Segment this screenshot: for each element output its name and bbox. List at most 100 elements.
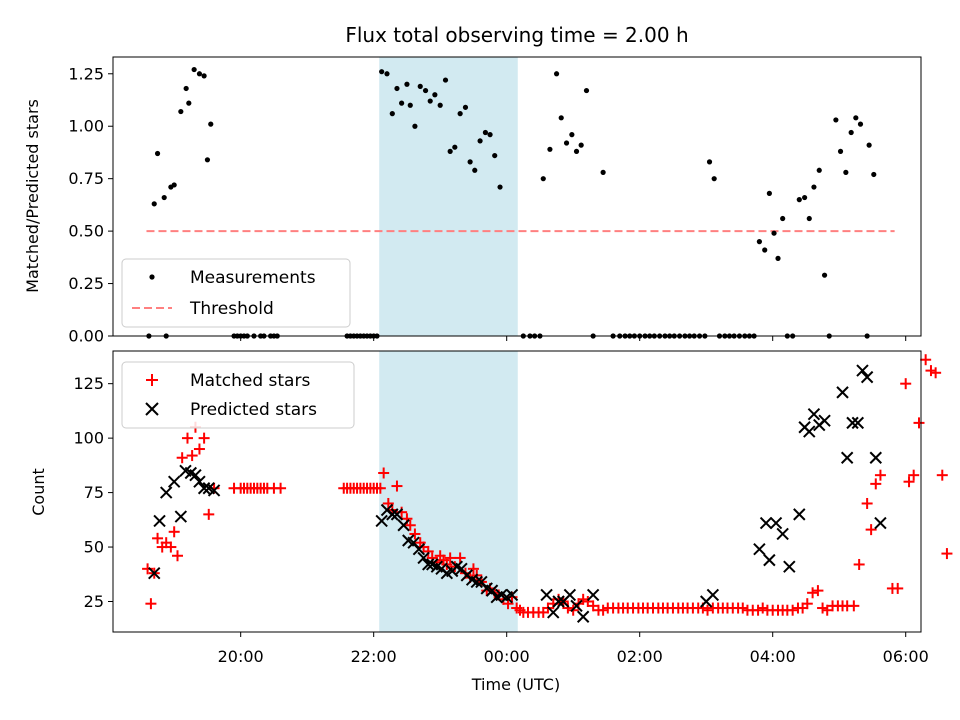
measurement-point (404, 81, 410, 87)
measurement-point (766, 190, 772, 196)
bottom-x-tick-label: 20:00 (218, 647, 264, 666)
predicted-star-point (174, 510, 188, 523)
measurement-point (417, 83, 423, 89)
predicted-stars-points (148, 364, 887, 623)
predicted-star-point (505, 588, 519, 602)
matched-star-point (152, 532, 164, 544)
measurement-point (467, 159, 473, 165)
predicted-star-point (159, 486, 173, 499)
bottom-x-axis-label: Time (UTC) (471, 675, 560, 694)
measurement-point (762, 247, 768, 253)
predicted-star-point (397, 519, 410, 532)
legend-predicted-label: Predicted stars (190, 400, 317, 420)
measurement-point (384, 71, 390, 77)
matched-star-point (941, 548, 953, 560)
predicted-star-point (193, 475, 206, 488)
matched-star-point (702, 604, 714, 616)
matched-star-point (870, 478, 882, 490)
top-y-axis-ticks: 0.00 0.25 0.50 0.75 1.00 1.25 (68, 64, 113, 346)
matched-star-point (382, 497, 394, 509)
measurement-point (399, 100, 405, 106)
measurement-point (711, 176, 717, 182)
top-y-tick-label: 1.25 (68, 64, 104, 83)
matched-star-point (176, 452, 188, 464)
matched-star-point (181, 432, 193, 444)
measurement-point (427, 98, 433, 104)
measurement-point (553, 71, 560, 77)
top-legend-box (121, 258, 351, 328)
predicted-star-point (552, 595, 565, 608)
matched-star-point (936, 469, 948, 481)
matched-star-point (145, 598, 157, 610)
measurement-point (389, 111, 395, 117)
measurement-point (573, 148, 580, 154)
measurement-point (583, 87, 590, 94)
matched-star-point (900, 378, 912, 390)
matched-star-point (378, 467, 390, 479)
matched-star-point (454, 552, 466, 564)
predicted-star-point (586, 588, 600, 602)
predicted-star-point (153, 514, 166, 528)
measurement-point (457, 111, 463, 117)
top-panel: Flux total observing time = 2.00 h 0.000… (23, 23, 922, 346)
measurement-point (775, 255, 781, 261)
measurement-point (379, 69, 385, 75)
predicted-star-point (869, 451, 882, 464)
bottom-shaded-span (379, 351, 518, 632)
bottom-y-tick-label: 125 (73, 374, 104, 393)
matched-star-point (853, 558, 865, 570)
top-shaded-span (379, 57, 518, 336)
bottom-x-tick-label: 04:00 (750, 647, 796, 666)
top-chart-title: Flux total observing time = 2.00 h (345, 23, 688, 47)
bottom-x-tick-label: 00:00 (484, 647, 530, 666)
matched-star-point (409, 528, 421, 540)
measurement-point (171, 182, 177, 188)
predicted-star-point (860, 370, 874, 384)
bottom-panel: 25 50 75 100 125 20:00 22:00 00:00 02:00 04:00 06… (29, 350, 953, 694)
measurement-point (482, 129, 489, 136)
matched-star-point (444, 552, 456, 564)
measurement-point (578, 142, 584, 148)
measurement-point (161, 194, 167, 201)
measurement-point (780, 215, 786, 222)
matched-star-point (374, 482, 386, 494)
measurement-point (462, 104, 469, 110)
legend-predicted-marker (145, 402, 159, 416)
predicted-star-point (874, 516, 887, 530)
predicted-star-point (148, 566, 161, 580)
top-y-tick-label: 0.00 (68, 327, 104, 346)
predicted-star-point (769, 516, 783, 530)
matched-star-point (920, 354, 932, 366)
predicted-star-point (776, 527, 789, 541)
measurement-point (208, 121, 214, 127)
measurement-point (853, 115, 859, 121)
predicted-star-point (207, 484, 221, 497)
measurement-point (771, 230, 777, 236)
predicted-star-point (818, 414, 831, 427)
top-y-tick-label: 0.50 (68, 222, 104, 241)
top-y-axis-label: Matched/Predicted stars (23, 99, 42, 293)
measurement-point (816, 167, 822, 173)
predicted-star-point (386, 508, 399, 521)
predicted-star-point (856, 364, 869, 377)
predicted-star-point (540, 588, 553, 602)
measurement-point (191, 66, 197, 73)
measurement-point (796, 197, 802, 203)
measurement-point (154, 150, 161, 157)
matched-star-point (562, 602, 574, 614)
measurement-point (442, 77, 449, 83)
measurement-point (477, 138, 483, 144)
measurement-point (558, 115, 564, 121)
measurement-point (706, 159, 713, 165)
bottom-y-tick-label: 50 (84, 538, 104, 557)
matched-star-point (422, 545, 434, 557)
matched-star-point (172, 550, 184, 562)
measurement-point (600, 169, 606, 175)
top-x-axis-ticks (240, 336, 907, 341)
predicted-star-point (189, 468, 202, 482)
bottom-legend-box (121, 361, 355, 429)
predicted-star-point (763, 553, 776, 567)
measurement-point (151, 201, 157, 207)
predicted-star-point (576, 610, 590, 623)
bottom-x-tick-label: 06:00 (883, 647, 929, 666)
